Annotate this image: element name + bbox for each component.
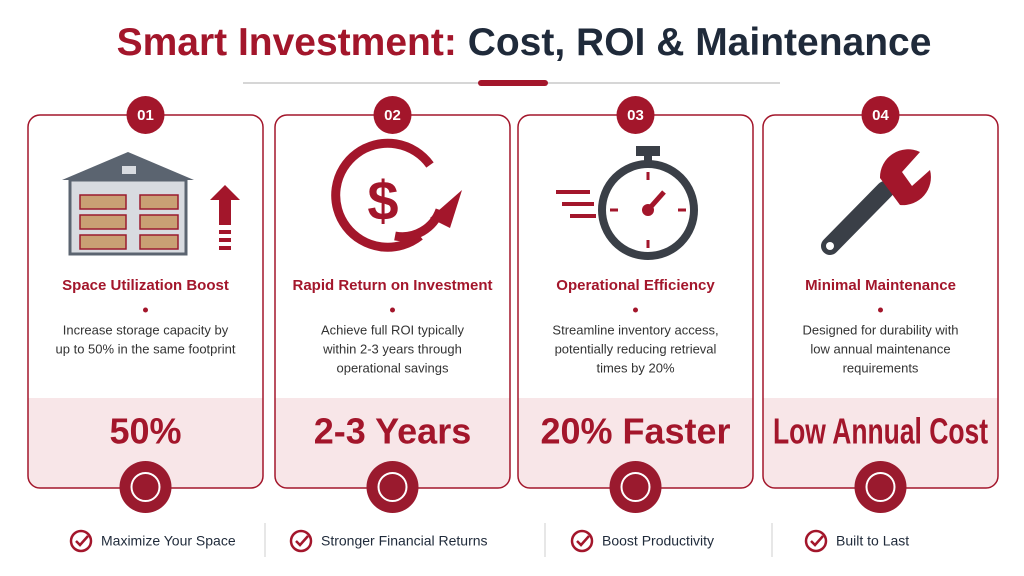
stopwatch-icon <box>556 146 698 260</box>
card-heading: Operational Efficiency <box>556 277 715 294</box>
stat-icon-bg <box>609 461 662 513</box>
card-number: 04 <box>872 107 889 124</box>
footer-item: Built to Last <box>836 533 909 549</box>
number-badge <box>861 96 900 134</box>
card-stat: 50% <box>109 411 181 452</box>
card-description: up to 50% in the same footprint <box>56 341 236 356</box>
heading-dot <box>390 307 395 313</box>
number-badge <box>616 96 655 134</box>
card-description: Increase storage capacity by <box>63 322 229 337</box>
footer-item: Maximize Your Space <box>101 533 236 549</box>
card-stat: 20% Faster <box>540 411 730 452</box>
card-description: within 2-3 years through <box>322 341 462 356</box>
check-mark <box>576 535 590 547</box>
card-description: potentially reducing retrieval <box>555 341 717 356</box>
check-mark <box>810 535 824 547</box>
card: 02 Rapid Return on Investment Achieve full… <box>274 96 511 513</box>
title-rest: Cost, ROI & Maintenance <box>468 21 932 64</box>
card-description: Designed for durability with <box>802 322 958 337</box>
card-description: low annual maintenance <box>810 341 950 356</box>
card-number: 01 <box>137 107 154 124</box>
title-rule-accent <box>478 80 548 86</box>
check-circle <box>289 529 313 553</box>
footer: Maximize Your Space Stronger Financial Re… <box>69 523 909 557</box>
card-stat: 2-3 Years <box>314 411 471 452</box>
card-description: Achieve full ROI typically <box>321 322 465 337</box>
roi-icon: $ <box>331 138 462 252</box>
card-heading: Rapid Return on Investment <box>292 277 492 294</box>
card-stat: Low Annual Cost <box>773 411 988 452</box>
number-badge <box>126 96 165 134</box>
check-circle <box>69 529 93 553</box>
card-number: 03 <box>627 107 644 124</box>
wrench-icon <box>821 149 931 255</box>
stat-icon-bg <box>854 461 907 513</box>
footer-item: Stronger Financial Returns <box>321 533 488 549</box>
number-badge <box>373 96 412 134</box>
title-accent: Smart Investment: <box>117 21 457 64</box>
stat-icon-bg <box>366 461 419 513</box>
stat-icon-bg <box>119 461 172 513</box>
card-heading: Minimal Maintenance <box>805 277 956 294</box>
check-circle <box>804 529 828 553</box>
card-description: requirements <box>843 360 919 375</box>
card: 01 Space Utilization Boost Increase storag… <box>27 96 264 513</box>
footer-item: Boost Productivity <box>602 533 714 549</box>
svg-text:$: $ <box>367 169 398 232</box>
stat-icon-ring <box>130 472 161 502</box>
card-description: operational savings <box>336 360 449 375</box>
card-description: times by 20% <box>596 360 674 375</box>
stat-icon-ring <box>865 472 896 502</box>
check-mark <box>295 535 309 547</box>
stat-icon-ring <box>620 472 651 502</box>
heading-dot <box>143 307 148 313</box>
title: Smart Investment: Cost, ROI & Maintenanc… <box>117 21 932 64</box>
card-description: Streamline inventory access, <box>552 322 718 337</box>
card-number: 02 <box>384 107 401 124</box>
card-bg <box>763 115 998 488</box>
stat-icon-ring <box>377 472 408 502</box>
heading-dot <box>633 307 638 313</box>
card-heading: Space Utilization Boost <box>62 277 229 294</box>
check-mark <box>75 535 89 547</box>
cards: 01 Space Utilization Boost Increase storag… <box>27 96 999 513</box>
card: 04 Minimal Maintenance Designed for durabi… <box>762 96 999 513</box>
check-circle <box>570 529 594 553</box>
warehouse-icon <box>62 152 240 256</box>
heading-dot <box>878 307 883 313</box>
card: 03 Operational Efficiency Streamline inven… <box>517 96 754 513</box>
